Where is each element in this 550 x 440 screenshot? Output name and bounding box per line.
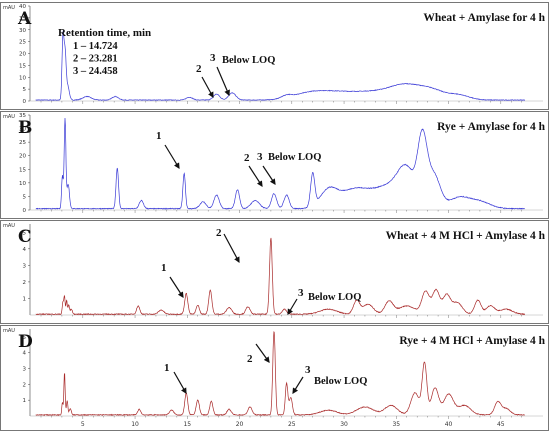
peak-annotation-label: 3 (210, 52, 216, 64)
y-tick-label: 10 (19, 75, 26, 81)
y-tick-label: 5 (23, 194, 27, 200)
y-unit-label: mAU (3, 5, 15, 11)
peak-annotation-arrow (255, 343, 270, 363)
series-trace (35, 237, 526, 316)
x-tick-label: 35 (392, 421, 400, 428)
condition-label: Wheat + 4 M HCl + Amylase 4 h (386, 230, 546, 242)
below-loq-label: Below LOQ (268, 152, 321, 163)
peak-annotation-arrow (164, 144, 180, 170)
peak-annotation-label: 1 (164, 362, 170, 374)
y-tick-label: 3 (23, 367, 27, 373)
x-tick-label: 40 (445, 421, 453, 428)
series-trace (35, 117, 526, 210)
y-tick-label: 0 (23, 99, 27, 105)
peak-annotation-arrow (292, 376, 304, 395)
series-trace (35, 30, 525, 101)
y-tick-label: 4 (23, 351, 27, 357)
panel-letter: C (18, 227, 32, 247)
y-tick-label: 30 (19, 127, 26, 133)
y-unit-label: mAU (3, 223, 15, 229)
peak-annotation-arrow (223, 233, 240, 264)
peak-annotation-label: 1 (161, 262, 167, 274)
peak-annotation-arrow (287, 298, 298, 316)
peak-annotation-label: 2 (247, 353, 253, 365)
below-loq-label: Below LOQ (222, 55, 275, 66)
below-loq-label: Below LOQ (314, 376, 367, 387)
y-unit-label: mAU (3, 114, 15, 120)
y-tick-label: 10 (19, 181, 26, 187)
condition-label: Wheat + Amylase for 4 h (423, 12, 545, 24)
chromatogram-panel-a: mAU 0 5 10 15 20 25 30 35 40A Wheat + Amylase for … (0, 2, 549, 110)
x-tick-label: 5 (81, 421, 85, 428)
below-loq-label: Below LOQ (308, 292, 361, 303)
x-tick-label: 25 (288, 421, 296, 428)
peak-annotation-arrow (173, 371, 187, 395)
retention-legend-entry: 1 – 14.724 (73, 41, 118, 52)
panel-letter: D (18, 332, 33, 352)
peak-annotation-label: 3 (298, 287, 304, 299)
y-tick-label: 35 (19, 113, 26, 119)
x-tick-label: 20 (236, 421, 244, 428)
y-tick-label: 35 (19, 16, 26, 22)
panel-letter: B (18, 118, 32, 138)
y-tick-label: 3 (23, 263, 27, 269)
x-tick-label: 15 (183, 421, 191, 428)
peak-annotation-label: 2 (196, 63, 202, 75)
peak-annotation-label: 3 (305, 364, 311, 376)
chromatogram-panel-c: mAU 1 2 3 4 5C Wheat + 4 M HCl + Amylase 4 h 1 2… (0, 220, 549, 324)
y-tick-label: 5 (23, 335, 27, 341)
peak-annotation-label: 3 (257, 151, 263, 163)
panel-frame (0, 111, 549, 219)
peak-annotation-arrow (262, 165, 276, 185)
x-tick-label: 10 (131, 421, 139, 428)
peak-annotation-arrow (216, 66, 230, 97)
x-tick-label: 45 (497, 421, 505, 428)
peak-annotation-arrow (169, 276, 184, 299)
peak-annotation-label: 2 (244, 152, 250, 164)
y-tick-label: 15 (19, 167, 26, 173)
panel-frame (0, 325, 549, 431)
y-tick-label: 0 (23, 208, 27, 214)
retention-legend-entry: 2 – 23.281 (73, 54, 118, 65)
y-tick-label: 30 (19, 28, 26, 34)
y-tick-label: 5 (23, 87, 27, 93)
retention-legend-entry: 3 – 24.458 (73, 66, 118, 77)
panel-frame (0, 220, 549, 324)
peak-annotation-label: 2 (216, 227, 222, 239)
y-tick-label: 40 (19, 4, 26, 10)
x-tick-label: 30 (340, 421, 348, 428)
retention-legend-title: Retention time, min (58, 27, 151, 39)
y-unit-label: mAU (3, 328, 15, 334)
y-tick-label: 5 (23, 230, 27, 236)
condition-label: Rye + Amylase for 4 h (437, 121, 545, 133)
y-tick-label: 25 (19, 40, 26, 46)
y-tick-label: 2 (23, 382, 27, 388)
peak-annotation-label: 1 (156, 130, 162, 142)
condition-label: Rye + 4 M HCl + Amylase 4 h (399, 335, 545, 347)
y-tick-label: 15 (19, 63, 26, 69)
panel-letter: A (17, 9, 32, 29)
y-tick-label: 1 (23, 296, 27, 302)
chromatogram-panel-b: mAU 0 5 10 15 20 25 30 35B Rye + Amylase for 4 h 1… (0, 111, 549, 219)
y-tick-label: 20 (19, 154, 26, 160)
y-tick-label: 2 (23, 280, 27, 286)
y-tick-label: 1 (23, 398, 27, 404)
series-trace (35, 331, 525, 417)
y-tick-label: 4 (23, 247, 27, 253)
y-tick-label: 20 (19, 52, 26, 58)
panel-frame (0, 2, 549, 110)
y-tick-label: 25 (19, 140, 26, 146)
peak-annotation-arrow (201, 76, 214, 99)
peak-annotation-arrow (248, 165, 263, 188)
